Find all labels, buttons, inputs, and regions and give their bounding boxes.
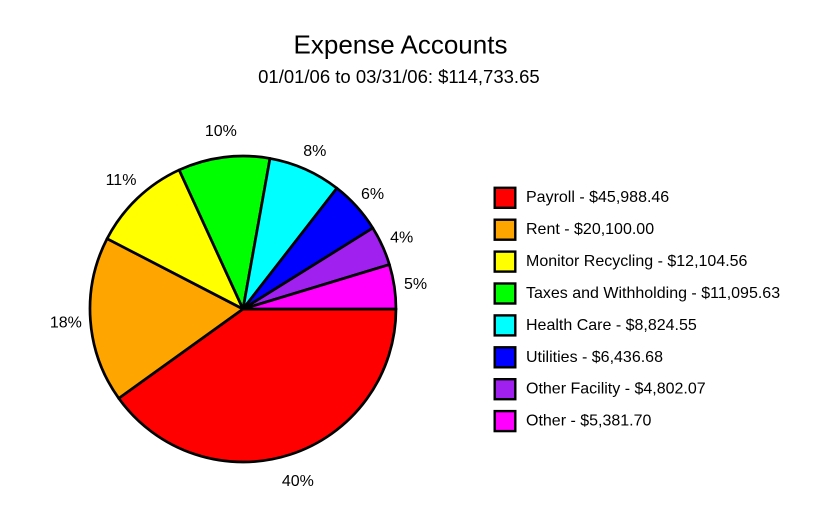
svg-text:Health Care - $8,824.55: Health Care - $8,824.55 bbox=[526, 317, 697, 334]
svg-text:4%: 4% bbox=[390, 229, 413, 246]
svg-text:8%: 8% bbox=[303, 143, 326, 160]
svg-text:10%: 10% bbox=[205, 123, 237, 140]
svg-text:40%: 40% bbox=[282, 473, 314, 490]
svg-text:Monitor Recycling - $12,104.56: Monitor Recycling - $12,104.56 bbox=[526, 253, 748, 270]
svg-text:01/01/06 to 03/31/06: $114,733: 01/01/06 to 03/31/06: $114,733.65 bbox=[258, 66, 540, 87]
svg-text:11%: 11% bbox=[106, 172, 137, 189]
svg-text:Rent - $20,100.00: Rent - $20,100.00 bbox=[526, 221, 654, 238]
svg-text:18%: 18% bbox=[50, 315, 82, 332]
svg-text:Expense Accounts: Expense Accounts bbox=[294, 29, 508, 59]
svg-text:Payroll - $45,988.46: Payroll - $45,988.46 bbox=[526, 189, 669, 206]
svg-text:5%: 5% bbox=[404, 276, 427, 293]
svg-text:Taxes and Withholding - $11,09: Taxes and Withholding - $11,095.63 bbox=[526, 285, 780, 302]
svg-text:Other Facility - $4,802.07: Other Facility - $4,802.07 bbox=[526, 381, 706, 398]
svg-text:Utilities - $6,436.68: Utilities - $6,436.68 bbox=[526, 349, 663, 366]
svg-text:Other - $5,381.70: Other - $5,381.70 bbox=[526, 413, 652, 430]
svg-text:6%: 6% bbox=[361, 186, 384, 203]
